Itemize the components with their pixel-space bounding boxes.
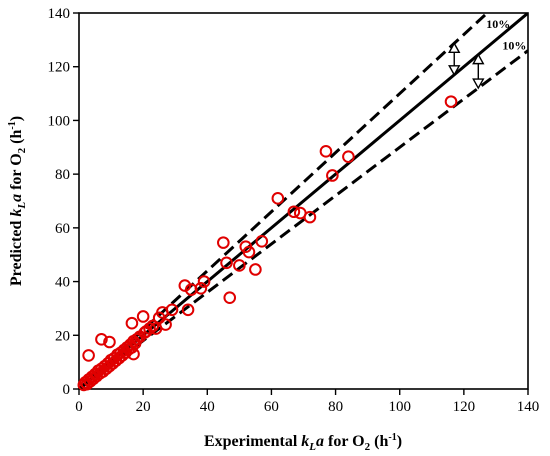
plot-frame: [78, 12, 529, 390]
data-point: [249, 263, 262, 276]
data-point: [95, 333, 108, 346]
y-tick-label: 120: [48, 60, 71, 76]
data-point: [103, 335, 116, 349]
data-point: [130, 333, 144, 346]
arrowhead: [472, 53, 485, 65]
data-point: [194, 281, 208, 295]
arrowhead: [472, 78, 485, 90]
x-axis-title: Experimental kLa for O2 (h-1): [204, 432, 402, 453]
x-tick-label: 80: [328, 399, 343, 415]
data-point: [223, 291, 237, 304]
y-tick-label: 20: [55, 328, 70, 344]
data-point: [136, 310, 150, 323]
data-point: [146, 319, 160, 333]
data-point: [342, 150, 355, 163]
y-tick-label: 40: [55, 275, 70, 291]
y-tick-label: 0: [63, 382, 71, 398]
data-point: [220, 256, 233, 270]
x-tick-label: 40: [200, 399, 215, 415]
data-point: [444, 95, 458, 108]
annotation-label: 10%: [502, 38, 526, 52]
data-point: [178, 279, 192, 292]
x-tick-label: 140: [517, 399, 540, 415]
arrowhead: [448, 65, 461, 77]
data-point: [326, 169, 339, 182]
data-point: [125, 316, 139, 330]
arrowhead: [448, 41, 461, 54]
axis-ticks: 0 20 40 60 80 100 120 140 0 20 40 60 80 100 120 140: [48, 6, 540, 415]
data-point: [242, 245, 256, 259]
data-point: [165, 303, 179, 317]
data-point: [217, 236, 230, 249]
data-point: [271, 192, 285, 205]
y-tick-label: 140: [48, 6, 71, 22]
y-tick-label: 100: [48, 113, 71, 129]
data-point: [197, 275, 211, 288]
annotations: 10% 10%: [448, 17, 526, 90]
x-tick-label: 60: [264, 399, 279, 415]
data-point: [287, 205, 301, 219]
y-tick-label: 60: [55, 221, 70, 237]
x-tick-label: 100: [388, 399, 411, 415]
data-point: [233, 259, 246, 272]
data-point: [303, 210, 317, 224]
annotation-label: 10%: [486, 17, 510, 31]
data-point: [159, 318, 172, 331]
data-point: [319, 145, 333, 158]
data-point: [181, 303, 195, 317]
y-axis-title: Predicted kLa for O2 (h-1): [7, 116, 28, 286]
x-tick-label: 120: [453, 399, 476, 415]
data-point: [82, 349, 95, 362]
y-tick-label: 80: [55, 167, 70, 183]
data-point: [255, 234, 269, 248]
data-points: [77, 95, 458, 392]
x-tick-label: 0: [75, 399, 83, 415]
x-tick-label: 20: [136, 399, 151, 415]
reference-lines: [79, 13, 528, 389]
data-point: [143, 322, 156, 335]
